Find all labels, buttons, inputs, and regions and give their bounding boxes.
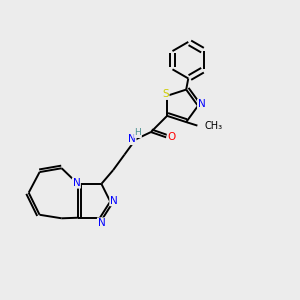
Text: H: H <box>135 128 141 137</box>
Text: N: N <box>98 218 105 228</box>
Text: N: N <box>198 99 206 110</box>
Text: O: O <box>167 132 175 142</box>
Text: N: N <box>128 134 136 144</box>
Text: N: N <box>73 178 80 188</box>
Text: N: N <box>110 196 118 206</box>
Text: S: S <box>162 89 169 99</box>
Text: CH₃: CH₃ <box>205 121 223 130</box>
